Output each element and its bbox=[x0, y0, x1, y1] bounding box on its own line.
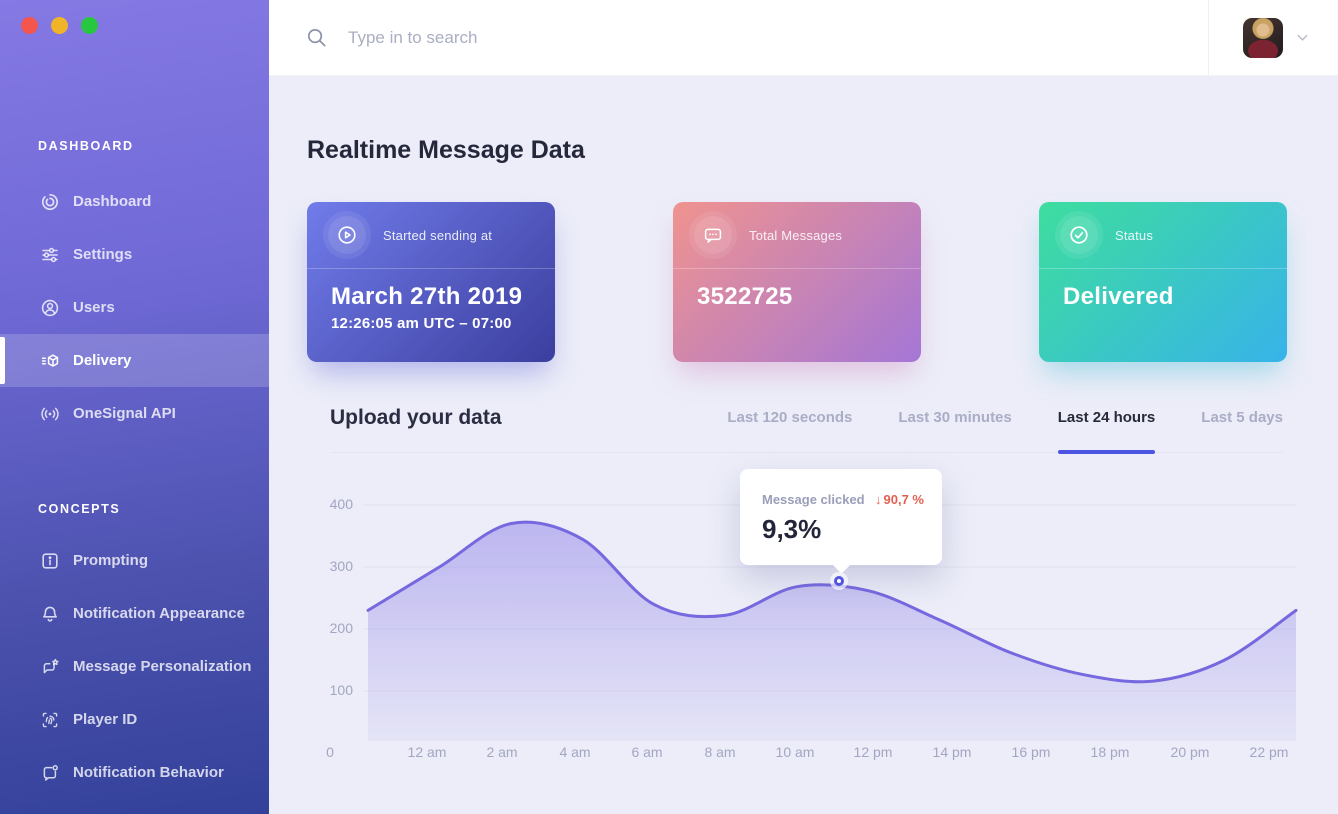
fingerprint-icon bbox=[40, 710, 60, 730]
chart-tooltip: Message clicked ↓ 90,7 % 9,3% bbox=[740, 469, 942, 565]
chart-marker[interactable] bbox=[834, 576, 844, 586]
area-chart[interactable]: Message clicked ↓ 90,7 % 9,3% 400 300 200 10… bbox=[269, 461, 1338, 771]
sidebar-item-label: Message Personalization bbox=[73, 658, 252, 675]
card-label: Started sending at bbox=[383, 227, 493, 243]
tab-last-30-minutes[interactable]: Last 30 minutes bbox=[898, 409, 1012, 426]
x-tick-label: 22 pm bbox=[1249, 744, 1289, 760]
sidebar-item-message-personalization[interactable]: Message Personalization bbox=[0, 640, 269, 693]
search-icon bbox=[305, 26, 328, 49]
card-subvalue: 12:26:05 am UTC – 07:00 bbox=[331, 315, 512, 332]
sidebar-item-label: Prompting bbox=[73, 552, 148, 569]
section-title: Upload your data bbox=[330, 406, 502, 429]
card-label: Status bbox=[1115, 227, 1154, 243]
tab-last-24-hours[interactable]: Last 24 hours bbox=[1057, 409, 1155, 454]
card-value: 3522725 bbox=[697, 283, 793, 310]
x-tick-label: 2 am bbox=[486, 744, 518, 760]
topbar bbox=[269, 0, 1338, 76]
package-list-icon bbox=[40, 351, 60, 371]
x-tick-label: 0 bbox=[326, 744, 334, 760]
sidebar-item-delivery[interactable]: Delivery bbox=[0, 334, 269, 387]
traffic-light-zoom[interactable] bbox=[81, 17, 98, 34]
sidebar-item-label: Users bbox=[73, 299, 115, 316]
message-dots-icon bbox=[694, 216, 732, 254]
sidebar-item-player-id[interactable]: Player ID bbox=[0, 693, 269, 746]
check-circle-icon bbox=[1060, 216, 1098, 254]
traffic-lights bbox=[21, 17, 98, 34]
broadcast-icon bbox=[40, 404, 60, 424]
user-circle-icon bbox=[40, 298, 60, 318]
bell-icon bbox=[40, 604, 60, 624]
y-tick-label: 100 bbox=[329, 682, 353, 698]
traffic-light-close[interactable] bbox=[21, 17, 38, 34]
y-tick-label: 300 bbox=[329, 558, 353, 574]
chat-star-icon bbox=[40, 657, 60, 677]
traffic-light-minimize[interactable] bbox=[51, 17, 68, 34]
sidebar-item-label: Notification Appearance bbox=[73, 605, 245, 622]
tooltip-label: Message clicked bbox=[762, 492, 865, 507]
upload-section-header: Upload your data Last 120 seconds Last 30… bbox=[330, 406, 1283, 454]
x-tick-label: 10 am bbox=[775, 744, 815, 760]
sidebar-section-title: DASHBOARD bbox=[38, 139, 134, 153]
tooltip-delta: ↓ 90,7 % bbox=[875, 492, 924, 507]
x-tick-label: 12 pm bbox=[853, 744, 893, 760]
x-tick-label: 20 pm bbox=[1170, 744, 1210, 760]
sidebar-item-notification-appearance[interactable]: Notification Appearance bbox=[0, 587, 269, 640]
stat-card-started-sending-at: Started sending at March 27th 2019 12:26:0… bbox=[307, 202, 555, 362]
stat-card-status: Status Delivered bbox=[1039, 202, 1287, 362]
search-input[interactable] bbox=[348, 27, 1208, 48]
page-title: Realtime Message Data bbox=[307, 136, 585, 164]
sidebar: DASHBOARD Dashboard Settings Users Delivery O… bbox=[0, 0, 269, 814]
stat-cards: Started sending at March 27th 2019 12:26:0… bbox=[269, 202, 1338, 362]
stat-card-total-messages: Total Messages 3522725 bbox=[673, 202, 921, 362]
x-tick-label: 16 pm bbox=[1011, 744, 1051, 760]
sidebar-item-settings[interactable]: Settings bbox=[0, 228, 269, 281]
play-circle-icon bbox=[328, 216, 366, 254]
sidebar-item-users[interactable]: Users bbox=[0, 281, 269, 334]
sidebar-item-label: Notification Behavior bbox=[73, 764, 224, 781]
main-content: Realtime Message Data Started sending at… bbox=[269, 76, 1338, 814]
sidebar-item-label: Player ID bbox=[73, 711, 138, 728]
y-tick-label: 400 bbox=[329, 496, 353, 512]
x-tick-label: 4 am bbox=[559, 744, 591, 760]
sidebar-item-prompting[interactable]: Prompting bbox=[0, 534, 269, 587]
info-square-icon bbox=[40, 551, 60, 571]
sidebar-item-label: Dashboard bbox=[73, 193, 152, 210]
x-tick-label: 12 am bbox=[407, 744, 447, 760]
x-tick-label: 14 pm bbox=[932, 744, 972, 760]
sidebar-nav: DASHBOARD Dashboard Settings Users Delivery O… bbox=[0, 0, 269, 799]
sliders-icon bbox=[40, 245, 60, 265]
card-value: Delivered bbox=[1063, 283, 1174, 310]
sidebar-item-label: Settings bbox=[73, 246, 133, 263]
card-label: Total Messages bbox=[749, 227, 843, 243]
card-value: March 27th 2019 bbox=[331, 283, 523, 310]
topbar-user-area bbox=[1208, 0, 1338, 75]
arrow-down-icon: ↓ bbox=[875, 492, 882, 507]
sidebar-item-notification-behavior[interactable]: Notification Behavior bbox=[0, 746, 269, 799]
tab-last-120-seconds[interactable]: Last 120 seconds bbox=[727, 409, 853, 426]
x-tick-label: 18 pm bbox=[1090, 744, 1130, 760]
chevron-down-icon[interactable] bbox=[1297, 34, 1308, 42]
sidebar-item-label: Delivery bbox=[73, 352, 132, 369]
sidebar-section-title: CONCEPTS bbox=[38, 502, 121, 516]
sidebar-item-onesignal-api[interactable]: OneSignal API bbox=[0, 387, 269, 440]
time-range-tabs: Last 120 seconds Last 30 minutes Last 24 h… bbox=[727, 409, 1283, 454]
onesignal-logo-icon bbox=[40, 192, 60, 212]
tab-last-5-days[interactable]: Last 5 days bbox=[1201, 409, 1283, 426]
x-tick-label: 8 am bbox=[704, 744, 736, 760]
x-tick-label: 6 am bbox=[631, 744, 663, 760]
tooltip-value: 9,3% bbox=[762, 514, 822, 544]
avatar[interactable] bbox=[1243, 17, 1283, 58]
sidebar-item-label: OneSignal API bbox=[73, 405, 176, 422]
chat-badge-icon bbox=[40, 763, 60, 783]
sidebar-item-dashboard[interactable]: Dashboard bbox=[0, 175, 269, 228]
y-tick-label: 200 bbox=[329, 620, 353, 636]
